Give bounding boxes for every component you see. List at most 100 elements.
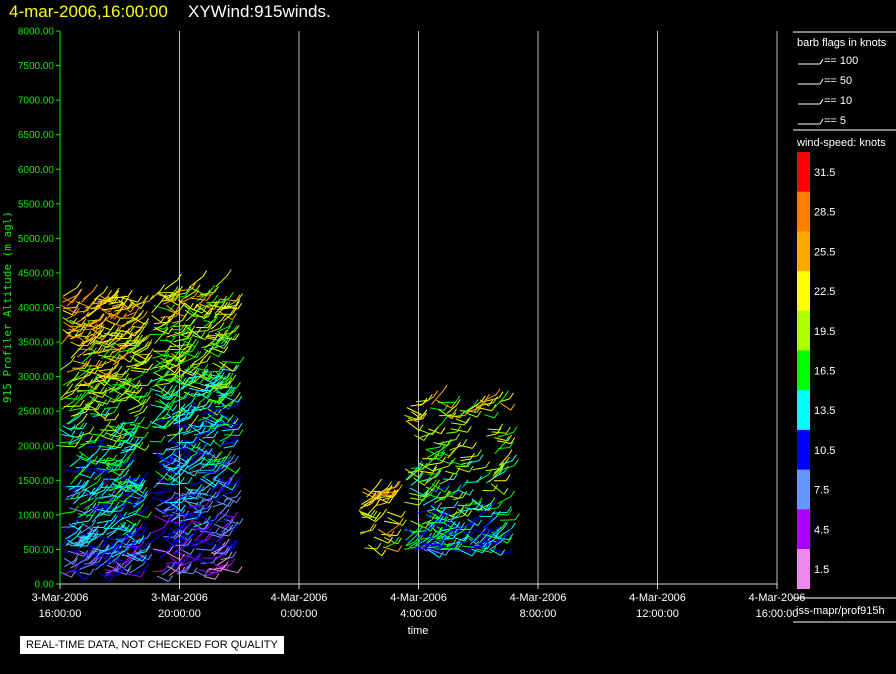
wind-barb-flag bbox=[86, 330, 92, 338]
wind-barb-flag bbox=[480, 395, 486, 402]
wind-barb bbox=[432, 465, 449, 472]
wind-barb bbox=[65, 397, 78, 400]
wind-barb bbox=[196, 446, 209, 455]
wind-barb-flag bbox=[113, 406, 119, 413]
wind-barb bbox=[447, 447, 457, 459]
wind-barb bbox=[67, 324, 83, 335]
wind-barb-flag bbox=[125, 385, 131, 393]
wind-barb bbox=[187, 489, 198, 491]
wind-barb bbox=[417, 478, 430, 483]
wind-barb bbox=[153, 366, 168, 374]
wind-barb-flag bbox=[173, 531, 179, 538]
wind-barb bbox=[492, 396, 505, 410]
wind-barb bbox=[207, 567, 225, 571]
wind-barb bbox=[122, 380, 138, 390]
wind-barb bbox=[64, 568, 76, 575]
wind-barb-flag bbox=[145, 353, 151, 360]
wind-barb-flag bbox=[184, 411, 190, 419]
wind-barb-flag bbox=[145, 545, 151, 553]
wind-barb bbox=[371, 490, 389, 493]
wind-barb-flag bbox=[136, 382, 142, 390]
wind-barb bbox=[125, 573, 141, 578]
wind-barb bbox=[481, 525, 495, 533]
wind-barb bbox=[129, 495, 141, 499]
wind-barb bbox=[65, 540, 81, 546]
wind-barb bbox=[219, 526, 235, 537]
wind-barb-flag bbox=[427, 393, 433, 401]
wind-barb bbox=[109, 383, 126, 393]
wind-barb bbox=[467, 401, 482, 412]
wind-barb-flag bbox=[106, 445, 112, 453]
wind-barb-flag bbox=[503, 488, 509, 495]
wind-barb bbox=[194, 557, 210, 564]
wind-barb-flag bbox=[90, 340, 96, 347]
wind-barb bbox=[497, 432, 514, 438]
wind-barb bbox=[179, 467, 195, 477]
wind-barb-flag bbox=[70, 430, 76, 437]
wind-barb-flag bbox=[93, 496, 99, 504]
wind-barb-flag bbox=[470, 523, 476, 530]
wind-barb bbox=[224, 434, 240, 436]
wind-barb bbox=[168, 445, 179, 450]
wind-barb-flag bbox=[432, 428, 437, 435]
wind-barb-flag bbox=[84, 321, 90, 329]
wind-barb-flag bbox=[88, 548, 94, 555]
wind-barb-flag bbox=[139, 309, 144, 317]
wind-barb bbox=[126, 374, 142, 384]
wind-barb-flag bbox=[105, 407, 111, 415]
wind-barb-flag bbox=[209, 413, 215, 420]
wind-barb bbox=[155, 393, 169, 401]
wind-barb-flag bbox=[142, 526, 148, 534]
wind-barb-flag bbox=[228, 320, 234, 327]
wind-barb bbox=[179, 295, 195, 304]
wind-barb bbox=[161, 567, 172, 576]
wind-barb-flag bbox=[197, 539, 203, 546]
wind-barb bbox=[497, 534, 508, 543]
wind-barb bbox=[104, 569, 118, 572]
x-tick-time: 0:00:00 bbox=[281, 608, 318, 620]
wind-barb-flag bbox=[186, 338, 192, 346]
wind-barb-flag bbox=[128, 332, 134, 339]
wind-barb-flag bbox=[208, 557, 214, 564]
wind-barb-flag bbox=[88, 549, 94, 556]
wind-barb-flag bbox=[75, 301, 81, 308]
wind-barb bbox=[173, 295, 186, 300]
wind-barb bbox=[360, 503, 372, 509]
wind-barb bbox=[456, 547, 473, 557]
wind-barb-flag bbox=[205, 289, 211, 296]
wind-barb bbox=[124, 311, 137, 317]
wind-barb-flag bbox=[436, 528, 442, 536]
wind-barb bbox=[155, 384, 172, 396]
wind-barb-flag bbox=[160, 315, 166, 323]
wind-barb bbox=[167, 348, 185, 351]
wind-barb bbox=[154, 332, 165, 345]
wind-barb-flag bbox=[477, 519, 483, 526]
wind-barb bbox=[160, 357, 172, 363]
wind-barb bbox=[128, 481, 142, 487]
wind-barb-flag bbox=[130, 322, 136, 329]
wind-barb-flag bbox=[140, 554, 146, 561]
wind-barb-flag bbox=[139, 327, 145, 335]
wind-barb bbox=[178, 547, 191, 555]
wind-barb-flag bbox=[402, 519, 407, 526]
wind-barb-flag bbox=[183, 465, 189, 472]
wind-barb bbox=[209, 304, 222, 308]
wind-barb-flag bbox=[129, 486, 135, 494]
wind-barb-flag bbox=[108, 553, 114, 560]
wind-barb-flag bbox=[237, 422, 243, 430]
wind-barb bbox=[109, 517, 123, 529]
wind-barb-flag bbox=[226, 325, 232, 333]
wind-barb bbox=[186, 458, 202, 469]
wind-barb-flag bbox=[224, 546, 230, 553]
wind-barb-flag bbox=[180, 403, 186, 411]
wind-barb bbox=[157, 498, 172, 507]
wind-barb-flag bbox=[186, 456, 192, 463]
wind-barb-flag bbox=[95, 383, 101, 391]
wind-barb bbox=[128, 394, 143, 405]
wind-barb-flag bbox=[452, 408, 458, 415]
wind-barb bbox=[387, 517, 403, 527]
wind-barb bbox=[378, 528, 391, 538]
wind-barb-flag bbox=[430, 524, 435, 532]
wind-barb bbox=[446, 405, 457, 414]
wind-barb bbox=[475, 474, 489, 482]
